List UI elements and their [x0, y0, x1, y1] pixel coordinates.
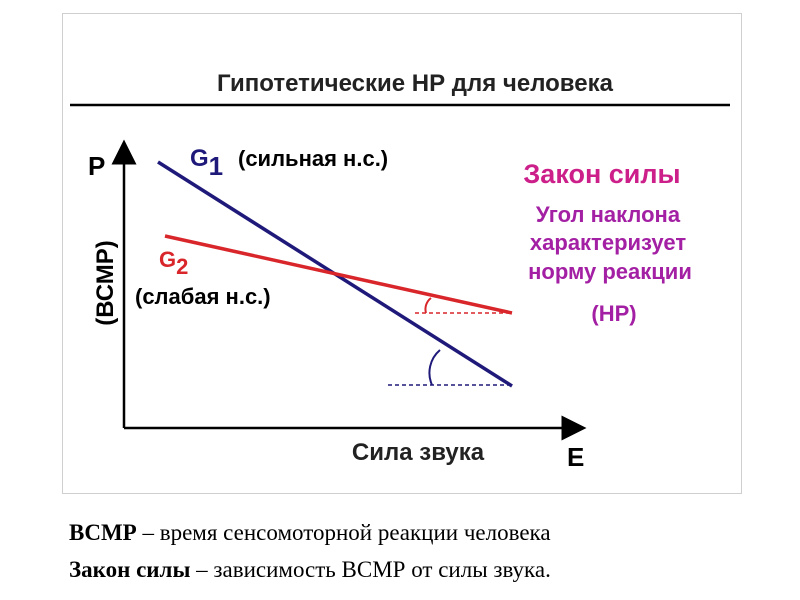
- caption-vsmr-definition: – время сенсомоторной реакции человека: [136, 520, 551, 545]
- x-axis-letter: Е: [567, 442, 584, 472]
- g2-angle-arc: [424, 297, 432, 314]
- g2-subscript: 2: [176, 254, 188, 279]
- y-axis-label: (ВСМР): [92, 240, 119, 325]
- law-text-line-1: Угол наклона: [536, 202, 681, 227]
- caption-law: Закон силы – зависимость ВСМР от силы зв…: [69, 557, 551, 583]
- g1-angle-arc: [428, 349, 441, 386]
- g1-label: G1: [190, 145, 223, 181]
- g2-description: (слабая н.с.): [135, 284, 271, 309]
- g1-subscript: 1: [209, 151, 223, 181]
- law-text-line-2: характеризует: [530, 230, 686, 255]
- caption-vsmr: ВСМР – время сенсомоторной реакции челов…: [69, 520, 551, 546]
- caption-law-definition: – зависимость ВСМР от силы звука.: [190, 557, 551, 582]
- caption-vsmr-term: ВСМР: [69, 520, 137, 545]
- g1-description: (сильная н.с.): [238, 146, 388, 171]
- law-text-line-4: (НР): [591, 301, 636, 326]
- x-axis-label: Сила звука: [352, 439, 485, 466]
- slide-frame: [62, 13, 742, 494]
- law-text-line-3: норму реакции: [528, 259, 692, 284]
- g2-label: G2: [159, 247, 188, 279]
- g1-letter: G: [190, 145, 209, 172]
- y-axis-letter: Р: [88, 151, 105, 181]
- diagram-title: Гипотетические НР для человека: [217, 70, 614, 97]
- law-heading: Закон силы: [523, 159, 680, 189]
- caption-law-term: Закон силы: [69, 557, 191, 582]
- line-g2: [164, 234, 513, 315]
- g2-letter: G: [159, 247, 176, 272]
